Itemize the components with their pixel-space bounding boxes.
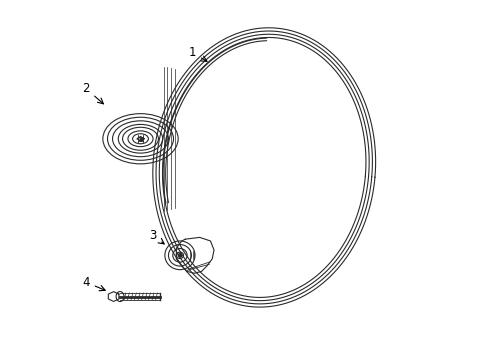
Text: 3: 3 [149,229,164,244]
Text: 4: 4 [82,276,105,291]
Text: 1: 1 [188,46,206,62]
Text: 2: 2 [82,82,103,104]
